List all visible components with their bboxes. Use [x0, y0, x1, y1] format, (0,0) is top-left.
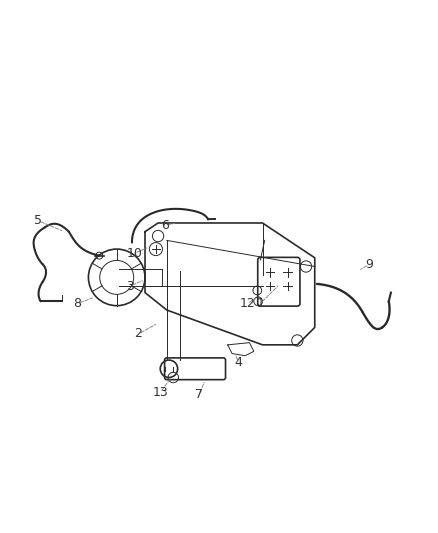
Text: 3: 3	[126, 280, 134, 293]
Text: 1: 1	[256, 297, 264, 310]
Text: 8: 8	[74, 297, 81, 310]
FancyBboxPatch shape	[258, 257, 300, 306]
Text: 6: 6	[161, 219, 169, 232]
Text: 12: 12	[240, 297, 255, 310]
Text: 5: 5	[34, 214, 42, 227]
Text: 2: 2	[134, 327, 142, 341]
Text: 13: 13	[152, 386, 168, 399]
Text: 10: 10	[126, 247, 142, 260]
Text: 7: 7	[195, 389, 203, 401]
Text: 4: 4	[235, 356, 243, 369]
Text: 9: 9	[365, 258, 373, 271]
FancyBboxPatch shape	[165, 358, 226, 379]
